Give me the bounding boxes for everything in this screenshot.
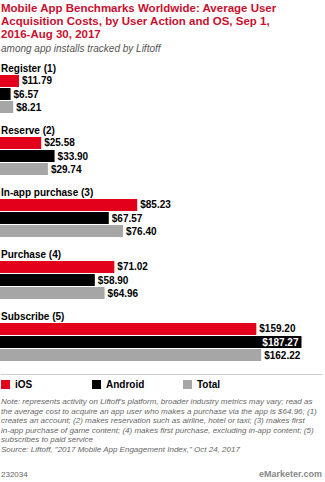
data-label: $187.27 (262, 337, 299, 348)
bar (0, 75, 19, 87)
legend-label: iOS (15, 379, 33, 390)
data-label: $64.96 (108, 288, 139, 299)
data-label: $162.22 (264, 350, 301, 361)
data-label: $76.40 (126, 226, 157, 237)
data-label: $11.79 (22, 75, 52, 86)
bar (0, 150, 55, 162)
bar (0, 274, 95, 286)
legend-swatch (92, 380, 101, 389)
category-label: Purchase (4) (1, 249, 61, 260)
legend-swatch (183, 380, 192, 389)
bar (0, 101, 13, 113)
bar (0, 88, 11, 100)
data-label: $25.58 (44, 137, 75, 148)
legend-item: iOS (1, 379, 33, 390)
bar (0, 323, 256, 335)
data-label: $58.90 (98, 275, 129, 286)
bar (0, 163, 48, 175)
category-label: Register (1) (1, 63, 56, 74)
title: Mobile App Benchmarks Worldwide: Average… (1, 2, 277, 40)
chart: Mobile App Benchmarks Worldwide: Average… (0, 0, 325, 482)
data-label: $6.57 (14, 89, 39, 100)
bars (0, 75, 302, 361)
logo: eMarketer.com (259, 469, 322, 479)
source: Source: Liftoff, "2017 Mobile App Engage… (1, 445, 240, 454)
legend-item: Android (92, 379, 144, 390)
legend-item: Total (183, 379, 220, 390)
data-label: $29.74 (51, 164, 82, 175)
bar (0, 212, 109, 224)
bar (0, 336, 302, 348)
bar (0, 225, 123, 237)
data-label: $71.02 (117, 261, 148, 272)
data-label: $159.20 (259, 323, 296, 334)
legend-swatch (1, 380, 10, 389)
category-label: Subscribe (5) (1, 311, 64, 322)
legend-label: Total (197, 379, 220, 390)
chart-id: 232034 (1, 470, 28, 479)
category-label: Reserve (2) (1, 125, 55, 136)
data-label: $33.90 (58, 151, 89, 162)
data-label: $67.57 (112, 213, 143, 224)
bar (0, 287, 105, 299)
note: Note: represents activity on Liftoff's p… (1, 397, 317, 444)
category-label: In-app purchase (3) (1, 187, 93, 198)
data-label: $8.21 (16, 102, 41, 113)
bar (0, 199, 137, 211)
bar (0, 137, 41, 149)
legend-label: Android (106, 379, 144, 390)
bar (0, 261, 114, 273)
subtitle: among app installs tracked by Liftoff (1, 43, 162, 54)
data-labels: $11.79 $25.58 $85.23 $71.02 $159.20 $6.57 $33.… (14, 75, 301, 360)
data-label: $85.23 (140, 199, 171, 210)
bar (0, 349, 261, 361)
x-axis (1, 374, 323, 375)
x-axis-line (1, 374, 323, 375)
